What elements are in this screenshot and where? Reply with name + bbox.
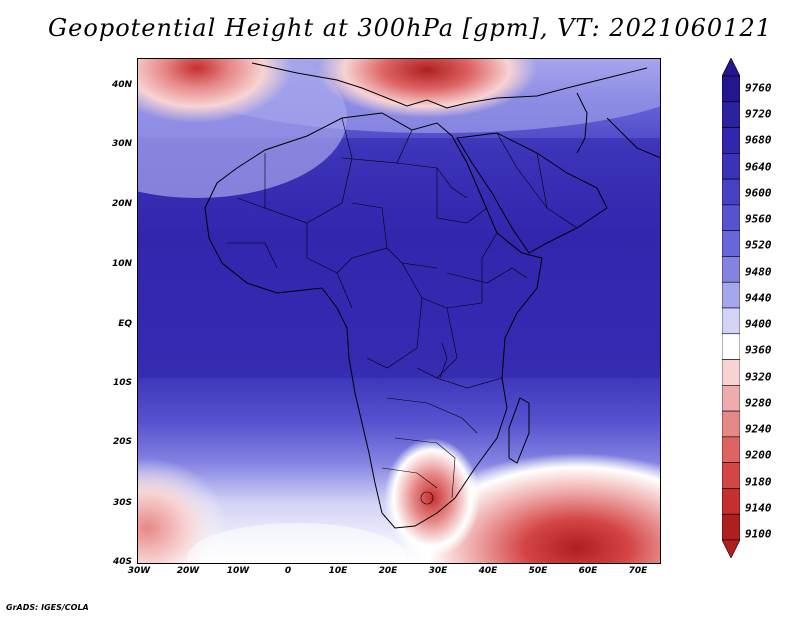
lat-label-10s: 10S — [112, 378, 132, 388]
colorbar-cell — [722, 462, 740, 489]
colorbar-label: 9720 — [745, 107, 772, 121]
colorbar — [722, 58, 740, 558]
colorbar-label: 9400 — [745, 317, 772, 331]
lon-label-50e: 50E — [528, 566, 548, 576]
colorbar-cell — [722, 256, 740, 283]
colorbar-top-arrow — [722, 58, 740, 77]
lon-label-60e: 60E — [578, 566, 598, 576]
colorbar-cell — [722, 204, 740, 231]
lon-label-30w: 30W — [127, 566, 151, 576]
lon-label-40e: 40E — [478, 566, 498, 576]
colorbar-label: 9360 — [745, 343, 772, 357]
map-title: Geopotential Height at 300hPa [gpm], VT:… — [48, 14, 772, 42]
lon-label-0: 0 — [284, 566, 292, 576]
colorbar-cell — [722, 75, 740, 103]
lat-label-40s: 40S — [112, 557, 132, 567]
lon-label-70e: 70E — [628, 566, 648, 576]
colorbar-label: 9440 — [745, 291, 772, 305]
colorbar-cell — [722, 410, 740, 438]
colorbar-cell — [722, 178, 740, 206]
geopotential-field — [137, 58, 661, 564]
lat-label-20s: 20S — [112, 437, 132, 447]
lat-label-30n: 30N — [111, 139, 132, 149]
lon-label-20e: 20E — [378, 566, 398, 576]
colorbar-cell — [722, 153, 740, 180]
colorbar-cell — [722, 333, 740, 360]
colorbar-cell — [722, 436, 740, 463]
colorbar-label: 9600 — [745, 186, 772, 200]
country-borders — [227, 117, 578, 505]
colorbar-label: 9320 — [745, 370, 772, 384]
lat-label-eq: EQ — [118, 319, 132, 329]
colorbar-label: 9760 — [745, 81, 772, 95]
colorbar-label: 9180 — [745, 475, 772, 489]
lat-label-20n: 20N — [111, 199, 132, 209]
lat-label-30s: 30S — [112, 498, 132, 508]
map-frame — [137, 58, 661, 564]
lat-label-10n: 10N — [111, 259, 132, 269]
credit-text: GrADS: IGES/COLA — [6, 603, 89, 612]
colorbar-cell — [722, 127, 740, 154]
lon-label-10e: 10E — [328, 566, 348, 576]
colorbar-bottom-arrow — [722, 539, 740, 558]
colorbar-label: 9100 — [745, 527, 772, 541]
colorbar-cell — [722, 101, 740, 128]
colorbar-label: 9640 — [745, 160, 772, 174]
map-panel — [137, 58, 661, 564]
colorbar-label: 9520 — [745, 238, 772, 252]
lon-label-20w: 20W — [176, 566, 200, 576]
colorbar-label: 9680 — [745, 133, 772, 147]
colorbar-cell — [722, 230, 740, 257]
colorbar-label: 9560 — [745, 212, 772, 226]
colorbar-cell — [722, 385, 740, 412]
colorbar-label: 9280 — [745, 396, 772, 410]
colorbar-cell — [722, 513, 740, 541]
colorbar-cell — [722, 307, 740, 335]
colorbar-cell — [722, 359, 740, 386]
colorbar-label: 9240 — [745, 422, 772, 436]
lon-label-30e: 30E — [428, 566, 448, 576]
lon-label-10w: 10W — [226, 566, 250, 576]
colorbar-cell — [722, 281, 740, 309]
lat-label-40n: 40N — [111, 80, 132, 90]
colorbar-label: 9140 — [745, 501, 772, 515]
colorbar-label: 9200 — [745, 448, 772, 462]
colorbar-cell — [722, 488, 740, 515]
colorbar-label: 9480 — [745, 265, 772, 279]
